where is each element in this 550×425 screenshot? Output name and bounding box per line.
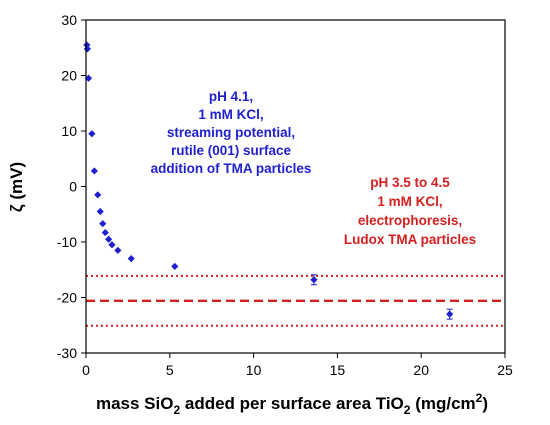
x-axis-label-part-2: added per surface area TiO bbox=[180, 394, 404, 413]
annotation-blue-line-3: streaming potential, bbox=[167, 125, 295, 140]
y-axis-label: ζ (mV) bbox=[7, 162, 26, 212]
x-tick-label-2: 10 bbox=[246, 362, 262, 378]
x-tick-label-0: 0 bbox=[82, 362, 90, 378]
data-point-0-2 bbox=[84, 74, 93, 82]
x-axis-label-part-3: (mg/cm bbox=[410, 394, 475, 413]
x-axis-label-sup: 2 bbox=[476, 391, 483, 405]
annotation-red: pH 3.5 to 4.5 1 mM KCl, electrophoresis,… bbox=[344, 175, 476, 247]
annotation-red-line-2: 1 mM KCl, bbox=[377, 194, 442, 209]
annotation-red-line-3: electrophoresis, bbox=[358, 213, 462, 228]
data-point-0-0 bbox=[83, 41, 91, 49]
data-point-0-15 bbox=[446, 310, 454, 318]
annotation-blue-line-2: 1 mM KCl, bbox=[198, 107, 263, 122]
data-point-0-3 bbox=[88, 130, 96, 138]
y-tick-label-4: -10 bbox=[57, 234, 77, 250]
x-tick-label-5: 25 bbox=[497, 362, 513, 378]
data-point-0-6 bbox=[96, 207, 104, 216]
x-tick-label-3: 15 bbox=[330, 362, 346, 378]
annotation-blue-line-1: pH 4.1, bbox=[209, 89, 253, 104]
y-axis-ticks: 30 20 10 0 -10 -20 -30 bbox=[57, 12, 86, 361]
x-axis-label-part-1: mass SiO bbox=[96, 394, 174, 413]
y-tick-label-2: 10 bbox=[61, 123, 77, 139]
y-tick-label-3: 0 bbox=[69, 179, 77, 195]
data-point-0-11 bbox=[114, 246, 122, 254]
annotation-blue-line-5: addition of TMA particles bbox=[151, 161, 312, 176]
data-point-0-9 bbox=[105, 235, 113, 243]
x-axis-label-part-4: ) bbox=[482, 394, 488, 413]
y-tick-label-5: -20 bbox=[57, 290, 77, 306]
x-axis-label: mass SiO2 added per surface area TiO2 (m… bbox=[96, 391, 488, 417]
reference-lines bbox=[86, 274, 505, 327]
data-point-0-8 bbox=[101, 228, 109, 237]
data-point-0-12 bbox=[127, 255, 135, 263]
x-axis-label-sub-2: 2 bbox=[404, 403, 411, 417]
x-axis-label-sub-1: 2 bbox=[173, 403, 180, 417]
data-point-0-5 bbox=[94, 191, 102, 199]
data-points bbox=[83, 41, 454, 320]
annotation-blue: pH 4.1, 1 mM KCl, streaming potential, r… bbox=[151, 89, 312, 176]
annotation-red-line-1: pH 3.5 to 4.5 bbox=[370, 175, 450, 190]
y-tick-label-0: 30 bbox=[61, 12, 77, 28]
annotation-blue-line-4: rutile (001) surface bbox=[171, 143, 292, 158]
x-axis-ticks: 0 5 10 15 20 25 bbox=[82, 353, 513, 378]
data-point-0-13 bbox=[171, 262, 179, 271]
y-tick-label-1: 20 bbox=[61, 68, 77, 84]
data-point-0-14 bbox=[310, 276, 318, 284]
data-point-0-10 bbox=[108, 241, 116, 249]
data-point-0-4 bbox=[90, 167, 98, 175]
x-tick-label-4: 20 bbox=[413, 362, 429, 378]
annotation-red-line-4: Ludox TMA particles bbox=[344, 232, 476, 247]
data-point-0-7 bbox=[99, 220, 107, 228]
y-tick-label-6: -30 bbox=[57, 345, 77, 361]
x-tick-label-1: 5 bbox=[166, 362, 174, 378]
